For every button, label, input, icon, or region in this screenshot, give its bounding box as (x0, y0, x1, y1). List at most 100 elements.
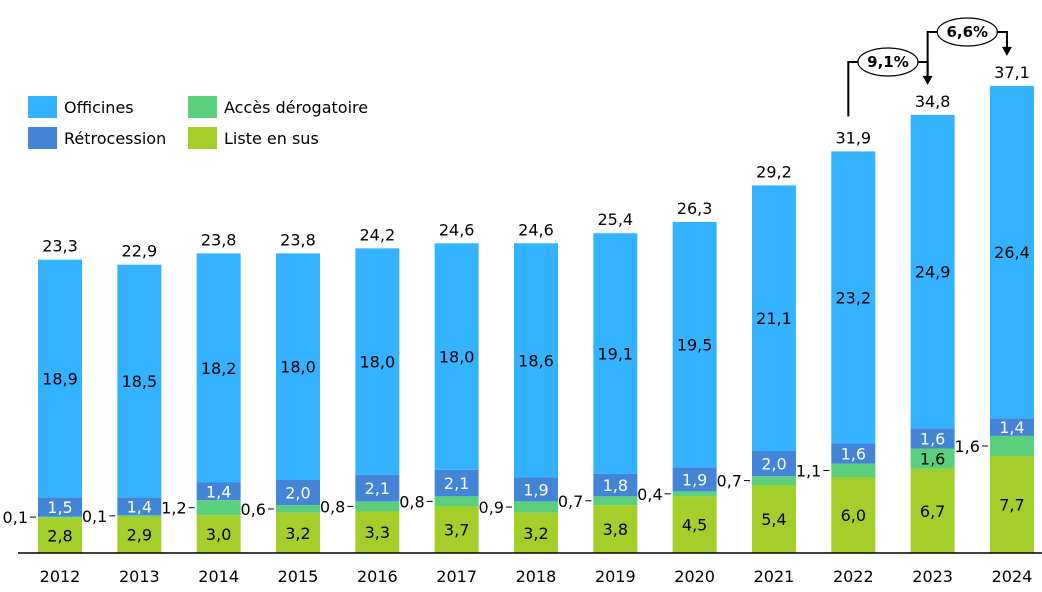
bar-segment-retrocession (751, 451, 796, 477)
growth-annotations: 9,1% 6,6% (847, 17, 1012, 117)
data-label-retrocession: 1,9 (523, 480, 548, 499)
total-label: 34,8 (915, 92, 951, 111)
data-label-liste-en-sus: 3,7 (444, 521, 469, 540)
total-label: 29,2 (756, 162, 792, 181)
data-label-acces-derogatoire: 1,6 (955, 437, 980, 456)
legend-swatch (188, 127, 217, 149)
bar-segment-officines (831, 151, 876, 444)
x-tick-label: 2014 (198, 567, 239, 586)
data-label-liste-en-sus: 2,9 (127, 526, 152, 545)
bar-segment-officines (513, 243, 558, 478)
data-label-acces-derogatoire: 1,6 (920, 450, 945, 469)
data-label-officines: 18,5 (122, 372, 158, 391)
bar-segment-retrocession (989, 418, 1034, 436)
growth-rate-label: 6,6% (946, 23, 988, 41)
bar-segment-retrocession (831, 443, 876, 464)
total-label: 24,6 (518, 220, 554, 239)
bar-segment-liste-en-sus (434, 506, 479, 553)
legend-item-acces-derogatoire: Accès dérogatoire (188, 96, 368, 118)
bar-segment-retrocession (672, 467, 717, 492)
bar-segment-officines (989, 85, 1034, 419)
x-tick-label: 2022 (833, 567, 874, 586)
bar-segment-officines (910, 114, 955, 429)
bar-segment-acces-derogatoire (38, 516, 82, 518)
labels-layer: 2,8 0,1 1,5 18,9 23,3 2,9 0,1 1,4 18,5 22,9 3,0 1,2… (3, 63, 1030, 545)
bar-segment-retrocession (910, 428, 955, 449)
total-label: 25,4 (597, 210, 633, 229)
x-tick-labels: 2012 2013 2014 2015 2016 2017 2018 2019 2020 2021… (40, 567, 1033, 586)
data-label-liste-en-sus: 3,2 (523, 524, 548, 543)
total-label: 23,8 (280, 230, 316, 249)
annotation-connector (917, 61, 929, 77)
bar-segment-officines (117, 264, 162, 498)
data-label-liste-en-sus: 6,7 (920, 502, 945, 521)
data-label-liste-en-sus: 5,4 (761, 510, 786, 529)
bar-segment-liste-en-sus (196, 515, 241, 553)
x-tick-label: 2013 (119, 567, 160, 586)
total-label: 37,1 (994, 63, 1030, 82)
bar-segment-acces-derogatoire (196, 500, 241, 516)
data-label-liste-en-sus: 3,2 (285, 524, 310, 543)
data-label-retrocession: 1,4 (127, 497, 152, 516)
data-label-retrocession: 1,8 (603, 476, 628, 495)
x-tick-label: 2016 (357, 567, 398, 586)
bar-segment-liste-en-sus (275, 512, 320, 553)
data-label-retrocession: 2,0 (761, 455, 786, 474)
bar-segment-officines (672, 221, 717, 468)
total-label: 23,3 (42, 237, 78, 256)
bar-segment-officines (434, 243, 479, 470)
legend-item-retrocession: Rétrocession (28, 127, 166, 149)
data-label-retrocession: 1,9 (682, 470, 707, 489)
legend-label: Liste en sus (224, 128, 319, 148)
data-label-officines: 24,9 (915, 263, 951, 282)
data-label-acces-derogatoire: 0,1 (82, 507, 107, 526)
total-label: 22,9 (122, 242, 158, 261)
data-label-acces-derogatoire: 0,4 (637, 485, 662, 504)
bar-segment-acces-derogatoire (910, 448, 955, 469)
x-tick-label: 2018 (516, 567, 557, 586)
bar-segment-acces-derogatoire (275, 505, 320, 513)
annotation-connector (997, 31, 1008, 48)
total-label: 31,9 (835, 128, 871, 147)
data-label-retrocession: 2,1 (365, 479, 390, 498)
x-tick-label: 2012 (40, 567, 81, 586)
data-label-officines: 19,5 (677, 336, 713, 355)
total-label: 26,3 (677, 199, 713, 218)
legend-label: Officines (64, 97, 134, 117)
bar-segment-liste-en-sus (751, 485, 796, 553)
data-label-acces-derogatoire: 0,6 (241, 500, 266, 519)
bar-segment-liste-en-sus (355, 511, 400, 553)
data-label-liste-en-sus: 4,5 (682, 516, 707, 535)
bar-segment-retrocession (355, 474, 400, 502)
x-tick-label: 2023 (912, 567, 953, 586)
bar-segment-officines (593, 233, 638, 474)
data-label-officines: 21,1 (756, 309, 792, 328)
bar-segment-liste-en-sus (989, 456, 1034, 553)
bar-segment-retrocession (434, 469, 479, 497)
x-tick-label: 2021 (754, 567, 795, 586)
bar-segment-acces-derogatoire (751, 476, 796, 486)
total-label: 24,2 (360, 225, 396, 244)
bar-segment-retrocession (196, 482, 241, 501)
data-label-acces-derogatoire: 0,9 (479, 498, 504, 517)
bar-segment-retrocession (593, 473, 638, 497)
data-label-retrocession: 2,0 (285, 484, 310, 503)
data-label-officines: 23,2 (835, 288, 871, 307)
legend-item-liste-en-sus: Liste en sus (188, 127, 319, 149)
x-tick-label: 2020 (674, 567, 715, 586)
bar-segment-officines (355, 248, 400, 475)
arrow-head-icon (1001, 46, 1012, 56)
data-label-liste-en-sus: 7,7 (999, 496, 1024, 515)
legend-swatch (28, 127, 57, 149)
bar-segment-officines (275, 253, 320, 480)
bar-segment-retrocession (117, 497, 162, 516)
data-label-liste-en-sus: 3,0 (206, 525, 231, 544)
growth-rate-label: 9,1% (867, 53, 909, 71)
bar-segment-liste-en-sus (593, 505, 638, 553)
data-label-officines: 18,0 (280, 358, 316, 377)
total-label: 23,8 (201, 230, 237, 249)
data-label-officines: 18,6 (518, 351, 554, 370)
x-tick-label: 2019 (595, 567, 636, 586)
bar-segment-acces-derogatoire (593, 496, 638, 506)
